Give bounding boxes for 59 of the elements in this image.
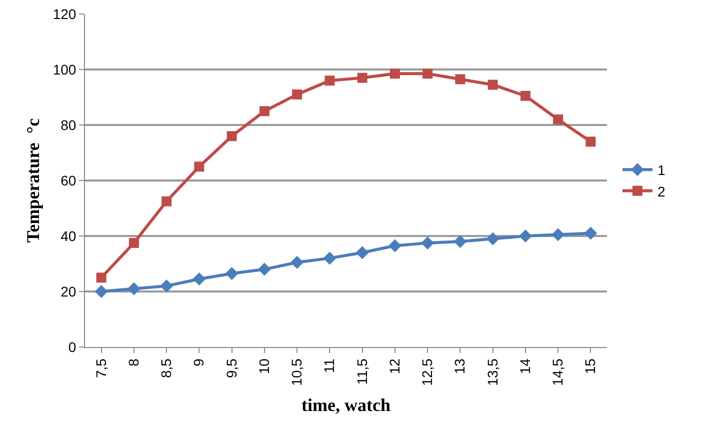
- x-tick-label: 7,5: [92, 358, 109, 378]
- point: [421, 236, 434, 250]
- point: [518, 230, 532, 242]
- y-tick-label: 0: [68, 338, 76, 355]
- point: [488, 80, 498, 90]
- point: [357, 72, 368, 83]
- x-tick-label: 11,5: [354, 358, 370, 385]
- x-tick-label: 11: [321, 358, 338, 374]
- y-tick-label: 100: [52, 61, 76, 78]
- point: [290, 256, 304, 269]
- point: [390, 68, 400, 79]
- y-tick-label: 120: [52, 6, 76, 22]
- point: [520, 90, 530, 101]
- point: [454, 235, 467, 248]
- point: [160, 279, 174, 292]
- point: [388, 239, 402, 252]
- x-tick-label: 13: [452, 358, 468, 374]
- x-tick-label: 10: [256, 358, 272, 374]
- point: [225, 266, 238, 280]
- point: [96, 272, 106, 283]
- x-tick-label: 12: [386, 358, 402, 374]
- point: [356, 246, 369, 260]
- legend-label: 1: [657, 162, 666, 178]
- point: [455, 74, 466, 84]
- x-tick-label: 15: [582, 358, 598, 374]
- y-tick-label: 80: [60, 116, 76, 133]
- point: [553, 114, 564, 124]
- x-tick-label: 12,5: [419, 358, 436, 386]
- x-tick-label: 9,5: [223, 358, 240, 378]
- point: [226, 131, 237, 142]
- legend-label: 2: [657, 183, 666, 200]
- point: [259, 106, 270, 116]
- y-tick-label: 20: [60, 283, 76, 300]
- point: [94, 285, 108, 298]
- point: [128, 238, 139, 248]
- point: [486, 232, 500, 246]
- x-tick-label: 13,5: [484, 358, 500, 386]
- point: [552, 228, 565, 242]
- point: [422, 68, 433, 79]
- point: [292, 89, 302, 100]
- point: [162, 196, 172, 206]
- x-tick-label: 14,5: [550, 358, 566, 386]
- x-tick-label: 9: [190, 358, 207, 366]
- y-tick-label: 60: [60, 172, 76, 188]
- point: [584, 226, 598, 240]
- point: [192, 272, 206, 286]
- point: [258, 262, 271, 276]
- y-axis-title: Temperature °c: [23, 118, 43, 243]
- point: [127, 282, 140, 296]
- x-tick-label: 10,5: [288, 358, 305, 386]
- point: [586, 136, 596, 147]
- x-tick-label: 14: [516, 358, 533, 374]
- point: [323, 252, 336, 265]
- x-tick-label: 8: [125, 358, 142, 366]
- y-tick-label: 40: [60, 228, 76, 244]
- point: [324, 76, 335, 86]
- x-axis-title: time, watch: [302, 395, 390, 415]
- point: [194, 162, 204, 172]
- x-tick-label: 8,5: [158, 358, 174, 378]
